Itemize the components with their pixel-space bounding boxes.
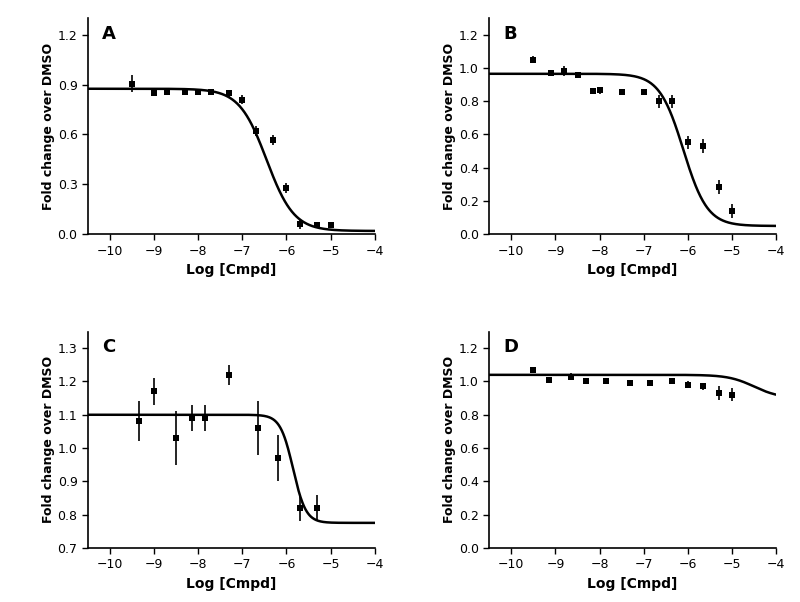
Text: A: A <box>102 25 116 43</box>
Y-axis label: Fold change over DMSO: Fold change over DMSO <box>42 356 55 523</box>
X-axis label: Log [Cmpd]: Log [Cmpd] <box>186 263 277 278</box>
Y-axis label: Fold change over DMSO: Fold change over DMSO <box>443 356 456 523</box>
X-axis label: Log [Cmpd]: Log [Cmpd] <box>587 577 678 591</box>
Text: C: C <box>102 338 115 356</box>
Y-axis label: Fold change over DMSO: Fold change over DMSO <box>42 43 55 209</box>
X-axis label: Log [Cmpd]: Log [Cmpd] <box>186 577 277 591</box>
Text: D: D <box>504 338 518 356</box>
Y-axis label: Fold change over DMSO: Fold change over DMSO <box>443 43 456 209</box>
Text: B: B <box>504 25 518 43</box>
X-axis label: Log [Cmpd]: Log [Cmpd] <box>587 263 678 278</box>
